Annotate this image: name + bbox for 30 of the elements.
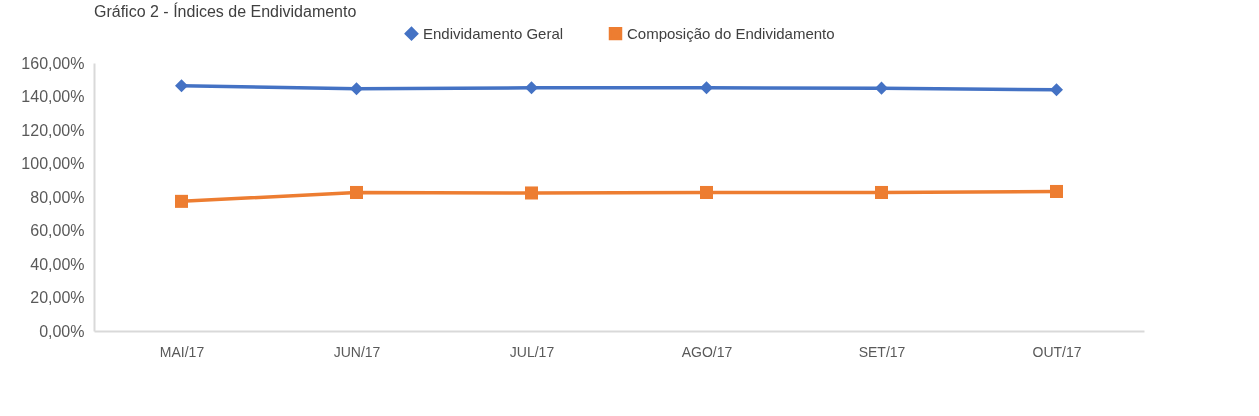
point (1049, 184, 1064, 198)
point (174, 79, 189, 93)
x-tick-label: JUL/17 (509, 343, 555, 360)
y-tick-label: 0,00% (39, 322, 85, 340)
y-tick-label: 160,00% (21, 54, 85, 72)
y-tick-label: 80,00% (30, 188, 85, 206)
point (349, 82, 364, 96)
point (874, 185, 889, 199)
x-tick-label: OUT/17 (1032, 343, 1082, 360)
point (1049, 83, 1064, 97)
point (174, 194, 189, 208)
point (524, 186, 539, 200)
x-tick-label: SET/17 (858, 343, 906, 360)
y-tick-label: 120,00% (21, 121, 85, 139)
y-tick-label: 40,00% (30, 255, 85, 273)
point (699, 81, 714, 95)
legend-label: Endividamento Geral (423, 24, 564, 42)
y-tick-label: 20,00% (30, 289, 85, 306)
point (349, 185, 364, 199)
x-tick-label: AGO/17 (681, 343, 733, 360)
y-tick-label: 60,00% (30, 222, 85, 239)
x-tick-label: MAI/17 (159, 343, 205, 360)
y-tick-label: 100,00% (21, 155, 85, 172)
point (699, 185, 714, 199)
x-tick-label: JUN/17 (333, 343, 381, 360)
point (874, 81, 889, 95)
chart-title: Gráfico 2 - Índices de Endividamento (94, 2, 357, 20)
y-tick-label: 140,00% (21, 88, 85, 105)
legend-label: Composição do Endividamento (627, 24, 835, 42)
point (524, 81, 539, 95)
